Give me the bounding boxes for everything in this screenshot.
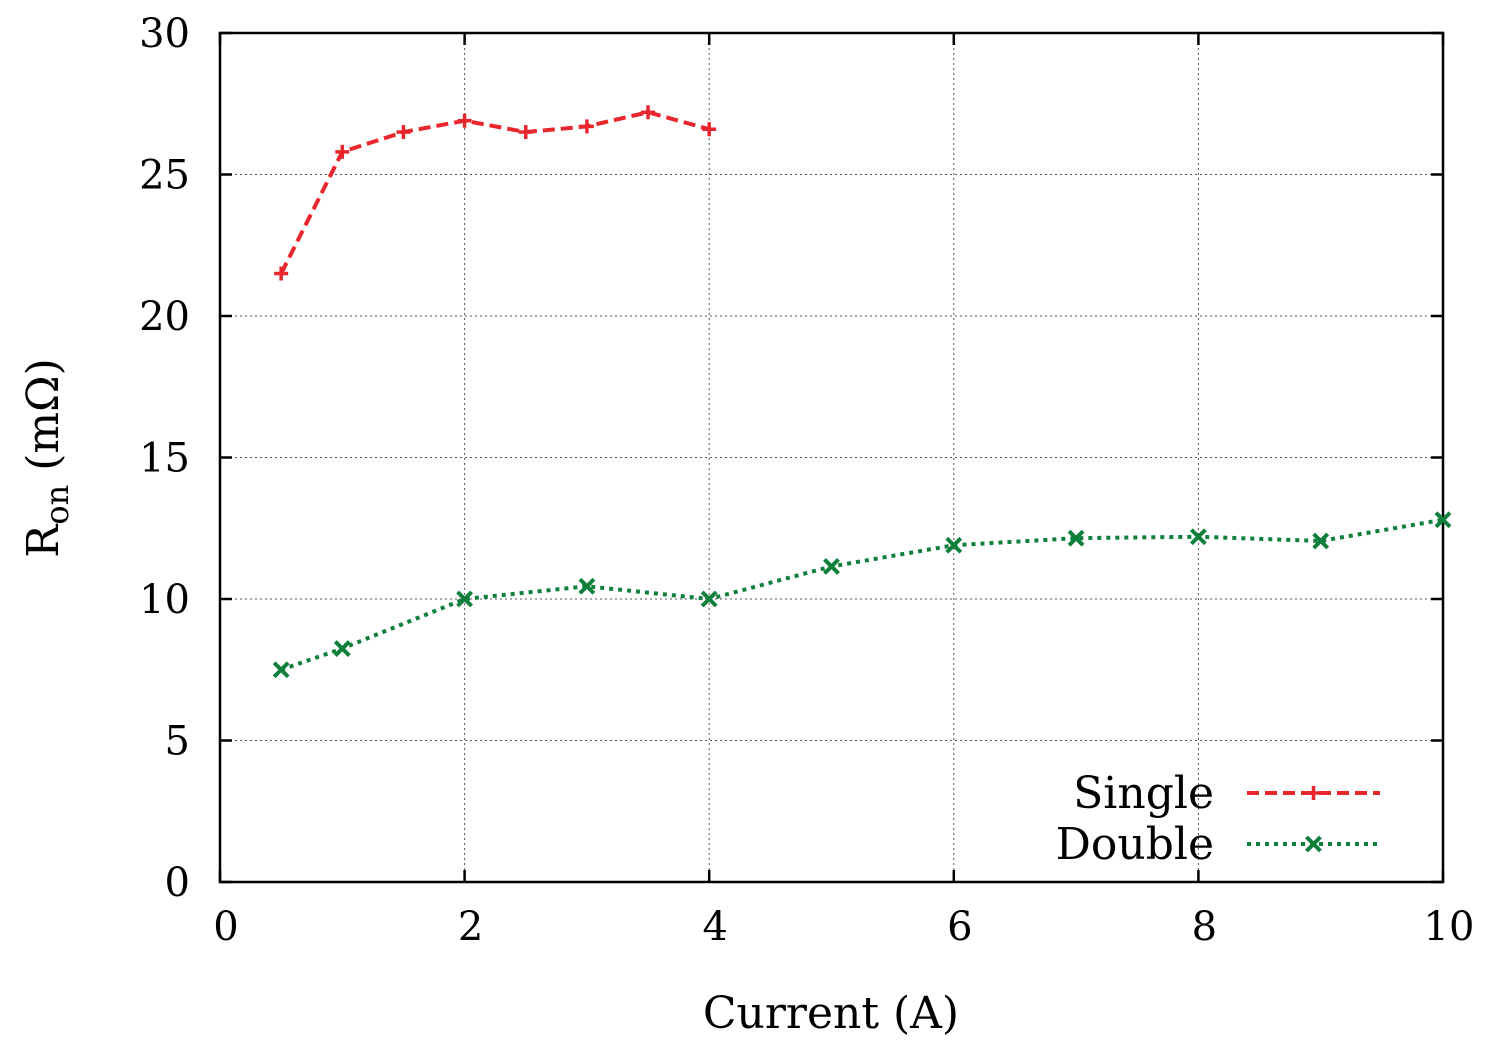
x-tick-label-2: 2 xyxy=(458,904,483,950)
point-double-4 xyxy=(700,590,718,608)
point-double-9 xyxy=(1312,532,1330,550)
y-tick-label-15: 15 xyxy=(139,436,190,482)
y-axis-label-unit: (mΩ) xyxy=(18,358,69,485)
point-double-5 xyxy=(823,558,840,575)
point-double-1 xyxy=(333,640,351,657)
point-double-2-d2 xyxy=(456,590,474,608)
point-double-5-d2 xyxy=(823,558,840,575)
y-tick-label-5: 5 xyxy=(165,719,190,765)
legend-entry-double: Double xyxy=(1056,819,1380,870)
x-tick-label-6: 6 xyxy=(947,904,972,950)
y-axis-label: Ron (mΩ) xyxy=(18,358,76,558)
x-tick-label-0: 0 xyxy=(213,904,238,950)
legend-marker-single xyxy=(1306,786,1321,800)
x-axis-label: Current (A) xyxy=(703,988,959,1039)
y-tick-label-25: 25 xyxy=(139,153,190,199)
point-single-2 xyxy=(396,125,411,140)
point-single-1 xyxy=(335,144,350,159)
point-single-3 xyxy=(457,113,472,128)
legend-entry-single: Single xyxy=(1073,768,1380,819)
svg-text:Ron (mΩ): Ron (mΩ) xyxy=(18,358,76,558)
legend-marker-double-d2 xyxy=(1305,835,1322,853)
point-double-7 xyxy=(1067,529,1085,547)
y-tick-label-0: 0 xyxy=(165,860,190,906)
axes: 0 2 4 6 8 10 0 5 10 15 20 25 30 xyxy=(139,11,1474,950)
point-double-10 xyxy=(1434,511,1452,529)
series-line-double xyxy=(280,517,1444,672)
y-tick-label-10: 10 xyxy=(139,577,190,623)
legend-marker-double xyxy=(1305,835,1322,853)
point-double-4-d2 xyxy=(700,590,718,608)
point-double-8-d2 xyxy=(1189,528,1207,546)
point-double-9-d2 xyxy=(1312,532,1330,550)
series-double xyxy=(272,511,1452,679)
x-tick-label-8: 8 xyxy=(1192,904,1217,950)
point-double-0 xyxy=(272,661,290,679)
point-double-0-d2 xyxy=(272,661,290,679)
point-double-3 xyxy=(578,577,596,595)
point-double-3-d2 xyxy=(578,577,596,595)
x-tick-label-4: 4 xyxy=(702,904,727,950)
point-double-1-d2 xyxy=(333,640,351,657)
point-double-2 xyxy=(456,590,474,608)
point-single-4 xyxy=(518,125,533,140)
series-line-single xyxy=(279,110,710,275)
legend-label-single: Single xyxy=(1073,768,1214,819)
point-double-7-d2 xyxy=(1067,529,1085,547)
legend-label-double: Double xyxy=(1056,819,1214,870)
y-tick-label-20: 20 xyxy=(139,294,190,340)
point-double-8 xyxy=(1189,528,1207,546)
series-single xyxy=(274,105,717,281)
x-tick-label-10: 10 xyxy=(1424,904,1475,950)
y-axis-label-main: R xyxy=(18,523,69,558)
point-single-5 xyxy=(579,119,594,134)
point-double-10-d2 xyxy=(1434,511,1452,529)
point-single-0 xyxy=(274,266,289,281)
series-layer xyxy=(272,105,1452,679)
y-axis-label-sub: on xyxy=(38,485,76,525)
point-double-6 xyxy=(945,536,963,554)
point-single-7 xyxy=(702,122,717,137)
y-tick-label-30: 30 xyxy=(139,11,190,57)
point-single-6 xyxy=(641,105,656,120)
point-double-6-d2 xyxy=(945,536,963,554)
grid xyxy=(220,33,1443,882)
